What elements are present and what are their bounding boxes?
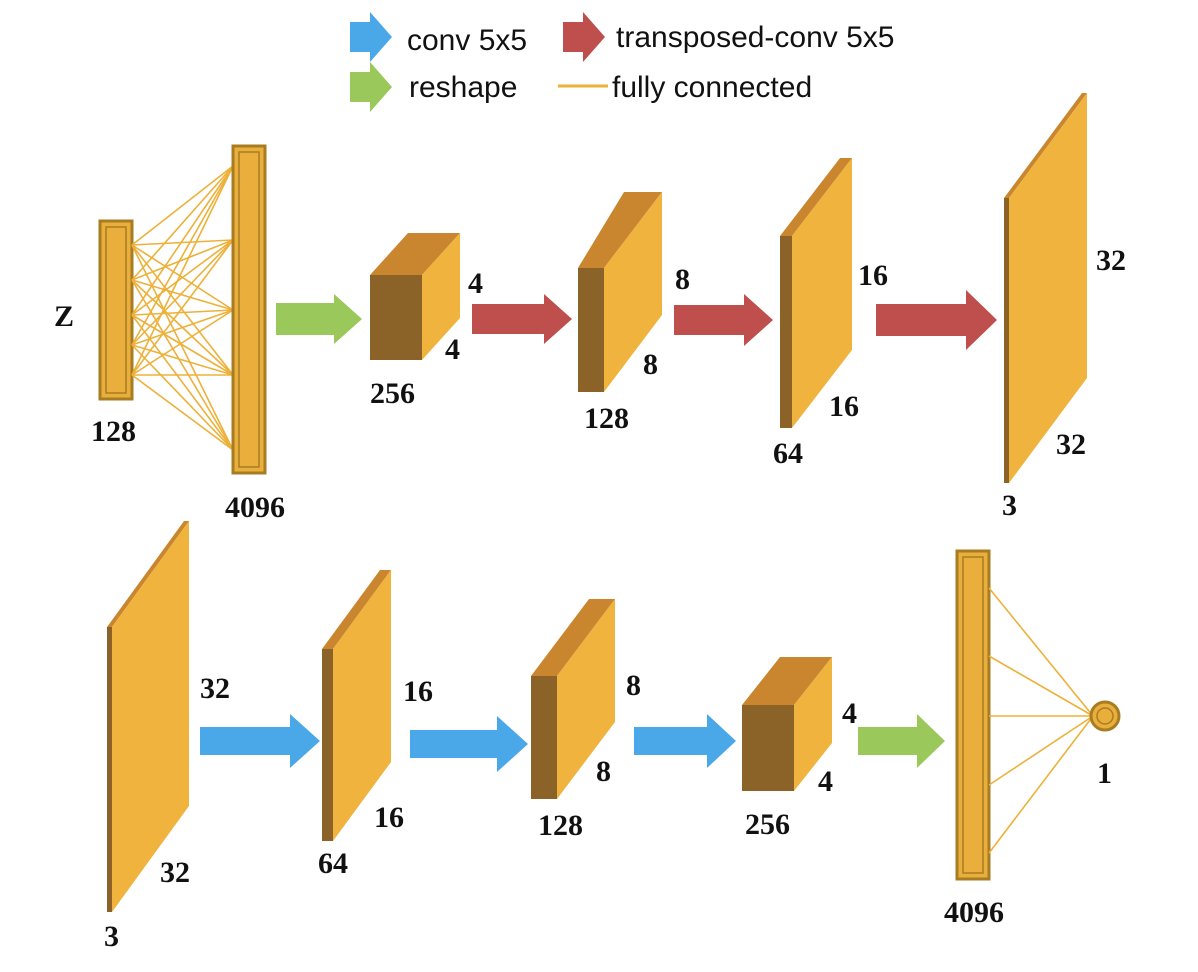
discriminator-fc-column-inner xyxy=(962,556,984,874)
z-label: Z xyxy=(54,300,74,333)
generator-block1-h-label: 4 xyxy=(468,267,483,300)
block-top-face xyxy=(322,570,391,649)
z-input-column xyxy=(98,219,134,401)
discriminator-block-256x4x4 xyxy=(742,657,832,791)
legend-conv-label: conv 5x5 xyxy=(407,24,527,57)
block-front-face xyxy=(107,627,112,912)
block-side-face xyxy=(794,657,832,791)
generator-block3-w-label: 16 xyxy=(829,390,859,423)
legend-reshape-label: reshape xyxy=(409,71,517,104)
generator-block2-channels-label: 128 xyxy=(584,402,629,435)
output-node xyxy=(1089,700,1121,732)
generator-fc-connections xyxy=(131,165,234,451)
generator-tconv-arrow-3 xyxy=(876,290,997,350)
discriminator-block3-w-label: 8 xyxy=(596,755,611,788)
discriminator-block2-w-label: 16 xyxy=(374,801,404,834)
block-side-face xyxy=(604,192,662,392)
discriminator-block2-channels-label: 64 xyxy=(318,847,348,880)
block-side-face xyxy=(792,158,852,428)
discriminator-block4-h-label: 4 xyxy=(842,697,857,730)
z-input-column-inner xyxy=(105,226,127,394)
legend-transposed-label: transposed-conv 5x5 xyxy=(616,21,895,54)
discriminator-block2-h-label: 16 xyxy=(403,675,433,708)
legend-fc-label: fully connected xyxy=(612,71,812,104)
generator-block4-w-label: 32 xyxy=(1056,428,1086,461)
generator-tconv-arrow-2 xyxy=(674,294,773,346)
discriminator-block1-h-label: 32 xyxy=(200,672,230,705)
discriminator-reshape-arrow xyxy=(858,714,945,768)
legend-conv-arrow-icon xyxy=(350,12,392,62)
generator-fc-column xyxy=(231,144,267,475)
generator: Z 128 4096 4 4 256 xyxy=(54,93,1126,524)
output-node-inner xyxy=(1096,707,1114,725)
discriminator-conv-arrow-2 xyxy=(410,716,528,772)
block-top-face xyxy=(578,192,662,268)
generator-block1-w-label: 4 xyxy=(445,333,460,366)
block-top-face xyxy=(742,657,832,705)
generator-fc-column-inner xyxy=(238,151,260,468)
discriminator-block4-channels-label: 256 xyxy=(745,808,790,841)
legend: conv 5x5 transposed-conv 5x5 reshape ful… xyxy=(350,12,895,112)
discriminator-fc-size-label: 4096 xyxy=(944,896,1004,929)
block-side-face xyxy=(112,521,189,912)
generator-fc-size-label: 4096 xyxy=(225,491,285,524)
discriminator-conv-arrow-3 xyxy=(634,714,736,768)
discriminator-fc-column xyxy=(955,549,991,881)
generator-block3-channels-label: 64 xyxy=(773,437,803,470)
block-side-face xyxy=(333,570,391,841)
discriminator-block-64x16x16 xyxy=(322,570,391,841)
discriminator-fc-connections xyxy=(988,587,1094,854)
generator-reshape-arrow xyxy=(276,294,362,344)
block-front-face xyxy=(1004,198,1009,483)
discriminator-block1-channels-label: 3 xyxy=(104,920,119,953)
block-front-face xyxy=(322,649,333,841)
block-side-face xyxy=(422,233,460,360)
block-top-face xyxy=(370,233,460,275)
block-top-face xyxy=(531,599,615,676)
generator-block-64x16x16 xyxy=(780,158,852,428)
z-input-size-label: 128 xyxy=(91,415,136,448)
legend-reshape-arrow-icon xyxy=(350,62,392,112)
block-top-face xyxy=(1004,93,1087,198)
block-front-face xyxy=(742,705,794,791)
generator-block3-h-label: 16 xyxy=(858,259,888,292)
output-size-label: 1 xyxy=(1097,757,1112,790)
generator-block4-h-label: 32 xyxy=(1096,244,1126,277)
discriminator-block-3x32x32 xyxy=(107,521,189,912)
discriminator-block4-w-label: 4 xyxy=(818,765,833,798)
block-top-face xyxy=(107,521,189,627)
block-front-face xyxy=(780,236,792,428)
discriminator-block3-h-label: 8 xyxy=(626,669,641,702)
block-top-face xyxy=(780,158,852,236)
block-front-face xyxy=(578,268,604,392)
generator-block-3x32x32 xyxy=(1004,93,1087,483)
discriminator-block-128x8x8 xyxy=(531,599,615,799)
generator-block1-channels-label: 256 xyxy=(370,377,415,410)
generator-block-256x4x4 xyxy=(370,233,460,360)
discriminator-block1-w-label: 32 xyxy=(160,856,190,889)
generator-tconv-arrow-1 xyxy=(472,294,572,344)
generator-block4-channels-label: 3 xyxy=(1002,489,1017,522)
legend-transposed-arrow-icon xyxy=(563,12,605,62)
block-side-face xyxy=(1009,93,1087,483)
discriminator-conv-arrow-1 xyxy=(200,714,320,768)
generator-block2-h-label: 8 xyxy=(675,263,690,296)
discriminator-block3-channels-label: 128 xyxy=(538,809,583,842)
block-front-face xyxy=(531,676,557,799)
discriminator: 32 32 3 16 16 64 8 8 128 xyxy=(104,521,1121,953)
block-side-face xyxy=(557,599,615,799)
generator-block-128x8x8 xyxy=(578,192,662,392)
generator-block2-w-label: 8 xyxy=(643,348,658,381)
block-front-face xyxy=(370,275,422,360)
